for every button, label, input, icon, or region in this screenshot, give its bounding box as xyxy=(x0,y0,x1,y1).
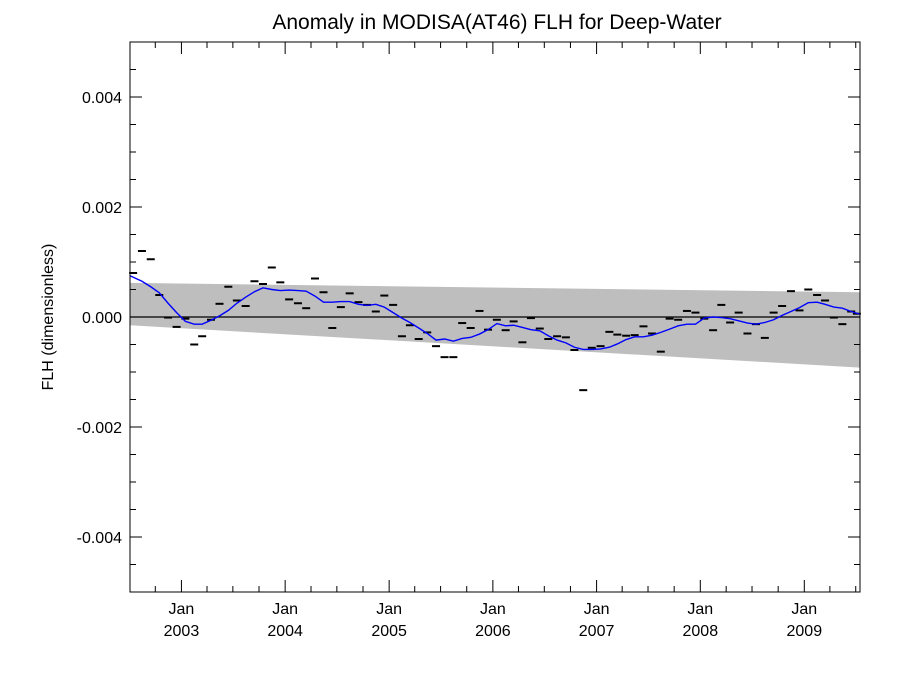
x-tick-month-label: Jan xyxy=(272,601,298,618)
x-axis: Jan 2003 Jan 2004 Jan 2005 Jan 2006 Jan 2007 Jan 20… xyxy=(154,42,857,640)
y-tick-label: -0.004 xyxy=(77,530,122,547)
y-tick-label: 0.002 xyxy=(82,200,122,217)
x-tick-year-label: 2003 xyxy=(164,623,200,640)
x-tick-month-label: Jan xyxy=(376,601,402,618)
x-tick-year-label: 2009 xyxy=(787,623,823,640)
y-axis-label: FLH (dimensionless) xyxy=(40,244,57,391)
x-tick-year-label: 2007 xyxy=(579,623,615,640)
x-tick-year-label: 2008 xyxy=(683,623,719,640)
y-tick-label: 0.004 xyxy=(82,90,122,107)
x-tick-month-label: Jan xyxy=(687,601,713,618)
x-tick-month-label: Jan xyxy=(584,601,610,618)
x-tick-year-label: 2006 xyxy=(475,623,511,640)
x-tick-month-label: Jan xyxy=(169,601,195,618)
x-tick-year-label: 2005 xyxy=(371,623,407,640)
chart-title: Anomaly in MODISA(AT46) FLH for Deep-Wat… xyxy=(272,11,721,34)
x-tick-month-label: Jan xyxy=(480,601,506,618)
y-axis: 0.004 0.002 0.000 -0.002 -0.004 xyxy=(77,41,860,593)
plot-area: 0.004 0.002 0.000 -0.002 -0.004 Jan 2003 Jan 20… xyxy=(77,41,861,640)
x-tick-month-label: Jan xyxy=(791,601,817,618)
running-mean-line xyxy=(129,275,861,351)
x-tick-year-label: 2004 xyxy=(267,623,303,640)
y-tick-label: 0.000 xyxy=(82,310,122,327)
y-tick-label: -0.002 xyxy=(77,420,122,437)
